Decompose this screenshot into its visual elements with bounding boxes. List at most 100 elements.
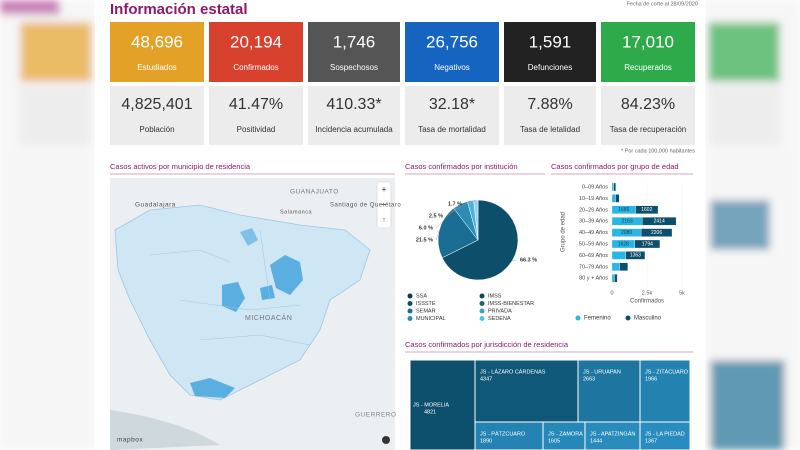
legend-label: IMSS: [488, 293, 502, 299]
svg-text:−: −: [381, 199, 386, 209]
pie-slice: [441, 199, 519, 281]
y-tick-label: 50–59 Años: [579, 241, 608, 247]
legend-label: SEDENA: [488, 316, 511, 322]
rate-card: [209, 86, 303, 145]
treemap-value: 1890: [480, 438, 492, 444]
kpi-card: [308, 22, 400, 82]
bar-segment: [611, 251, 627, 260]
map: + − ↑: [110, 178, 395, 450]
treemap-value: 1444: [590, 438, 602, 444]
rate-label: Tasa de mortalidad: [418, 125, 486, 134]
legend-swatch: [407, 316, 413, 321]
legend-label: Femenino: [584, 316, 611, 322]
legend-swatch: [625, 315, 631, 321]
kpi-card: [405, 22, 499, 82]
y-tick-label: 0–09 Años: [582, 184, 608, 190]
rate-card: [110, 86, 204, 145]
pie-label: 2.5 %: [429, 213, 443, 219]
legend-label: MUNICIPAL: [416, 316, 446, 322]
bar-segment: [615, 194, 620, 203]
rate-card: [601, 86, 695, 145]
x-tick-label: 0: [610, 290, 613, 296]
rate-value: 41.47%: [229, 96, 283, 113]
kpi-label: Confirmados: [233, 63, 278, 72]
treemap-value: 1966: [645, 376, 657, 382]
rate-value: 410.33*: [326, 96, 381, 113]
treemap-cell: [639, 421, 691, 450]
legend-swatch: [479, 316, 485, 321]
legend-swatch: [575, 315, 581, 321]
y-axis-label: Grupo de edad: [561, 212, 567, 252]
bar-label: 2414: [654, 219, 665, 225]
treemap-value: 4821: [424, 409, 436, 415]
rate-card: [405, 86, 499, 145]
section-title: Casos confirmados por institución: [405, 162, 518, 171]
rate-value: 4,825,401: [121, 96, 192, 113]
cut-date: Fecha de corte al 28/09/2020: [626, 1, 698, 7]
treemap-cell: [577, 359, 641, 423]
bar-segment: [625, 251, 646, 260]
rate-label: Tasa de letalidad: [520, 125, 580, 134]
treemap-cell: [584, 421, 641, 450]
kpi-label: Negativos: [434, 63, 470, 72]
x-tick-label: 5k: [679, 290, 685, 296]
kpi-card: [110, 22, 204, 82]
treemap-value: 1605: [548, 438, 560, 444]
bar-segment: [642, 217, 677, 226]
kpi-value: 1,746: [333, 32, 376, 51]
map-label: GUANAJUATO: [290, 189, 339, 196]
kpi-card: [601, 22, 695, 82]
bar-label: 1628: [618, 241, 629, 247]
pie-slice: [437, 207, 479, 259]
legend-swatch: [407, 293, 413, 299]
bar-segment: [611, 262, 620, 271]
kpi-value: 17,010: [622, 32, 674, 51]
pie-label: 6.0 %: [419, 225, 433, 231]
kpi-card: [209, 22, 303, 82]
kpi-value: 48,696: [131, 32, 183, 51]
section-title: Casos activos por municipio de residenci…: [110, 162, 251, 171]
bar-segment: [614, 274, 618, 283]
treemap-cell: [474, 359, 579, 423]
legend-label: ISSSTE: [416, 301, 436, 307]
bar-label: 1794: [642, 241, 653, 247]
bar-segment: [611, 194, 616, 203]
kpi-label: Recuperados: [624, 63, 672, 72]
treemap-label: JS - PÁTZCUARO: [480, 430, 526, 437]
bar-segment: [640, 228, 673, 237]
x-axis-label: Confirmados: [630, 299, 664, 305]
rate-value: 32.18*: [429, 96, 475, 113]
legend-label: IMSS-BIENESTAR: [488, 301, 534, 307]
y-tick-label: 80 y + Años: [579, 276, 608, 282]
leader-line: [464, 199, 476, 205]
y-tick-label: 10–19 Años: [579, 196, 608, 202]
treemap-value: 4347: [480, 376, 492, 382]
pie-slice: [473, 199, 479, 241]
treemap-label: JS - URUAPAN: [583, 369, 621, 375]
map-label: Salamanca: [280, 209, 312, 215]
section-title: Casos confirmados por grupo de edad: [551, 162, 679, 171]
kpi-card: [504, 22, 596, 82]
rate-card: [504, 86, 596, 145]
map-label: MICHOACÁN: [245, 313, 292, 322]
bar-segment: [611, 182, 614, 192]
rate-label: Población: [139, 125, 174, 134]
treemap-label: JS - APATZINGÁN: [590, 430, 635, 437]
bar-label: 2206: [651, 230, 662, 236]
y-tick-label: 60–69 Años: [579, 253, 608, 259]
bar-label: 2163: [622, 219, 633, 225]
rate-label: Tasa de recuperación: [610, 125, 687, 134]
kpi-value: 20,194: [230, 32, 282, 51]
legend-swatch: [479, 308, 485, 314]
bar-segment: [635, 205, 659, 214]
leader-line: [435, 230, 440, 241]
legend-label: SSA: [416, 293, 427, 299]
treemap-label: JS - LA PIEDAD: [645, 431, 685, 437]
treemap-label: JS - ZAMORA: [548, 431, 583, 437]
page-title: Información estatal: [110, 1, 248, 18]
map-label: Santiago de Querétaro: [330, 203, 401, 209]
rate-card: [308, 86, 400, 145]
bar-segment: [613, 182, 616, 192]
